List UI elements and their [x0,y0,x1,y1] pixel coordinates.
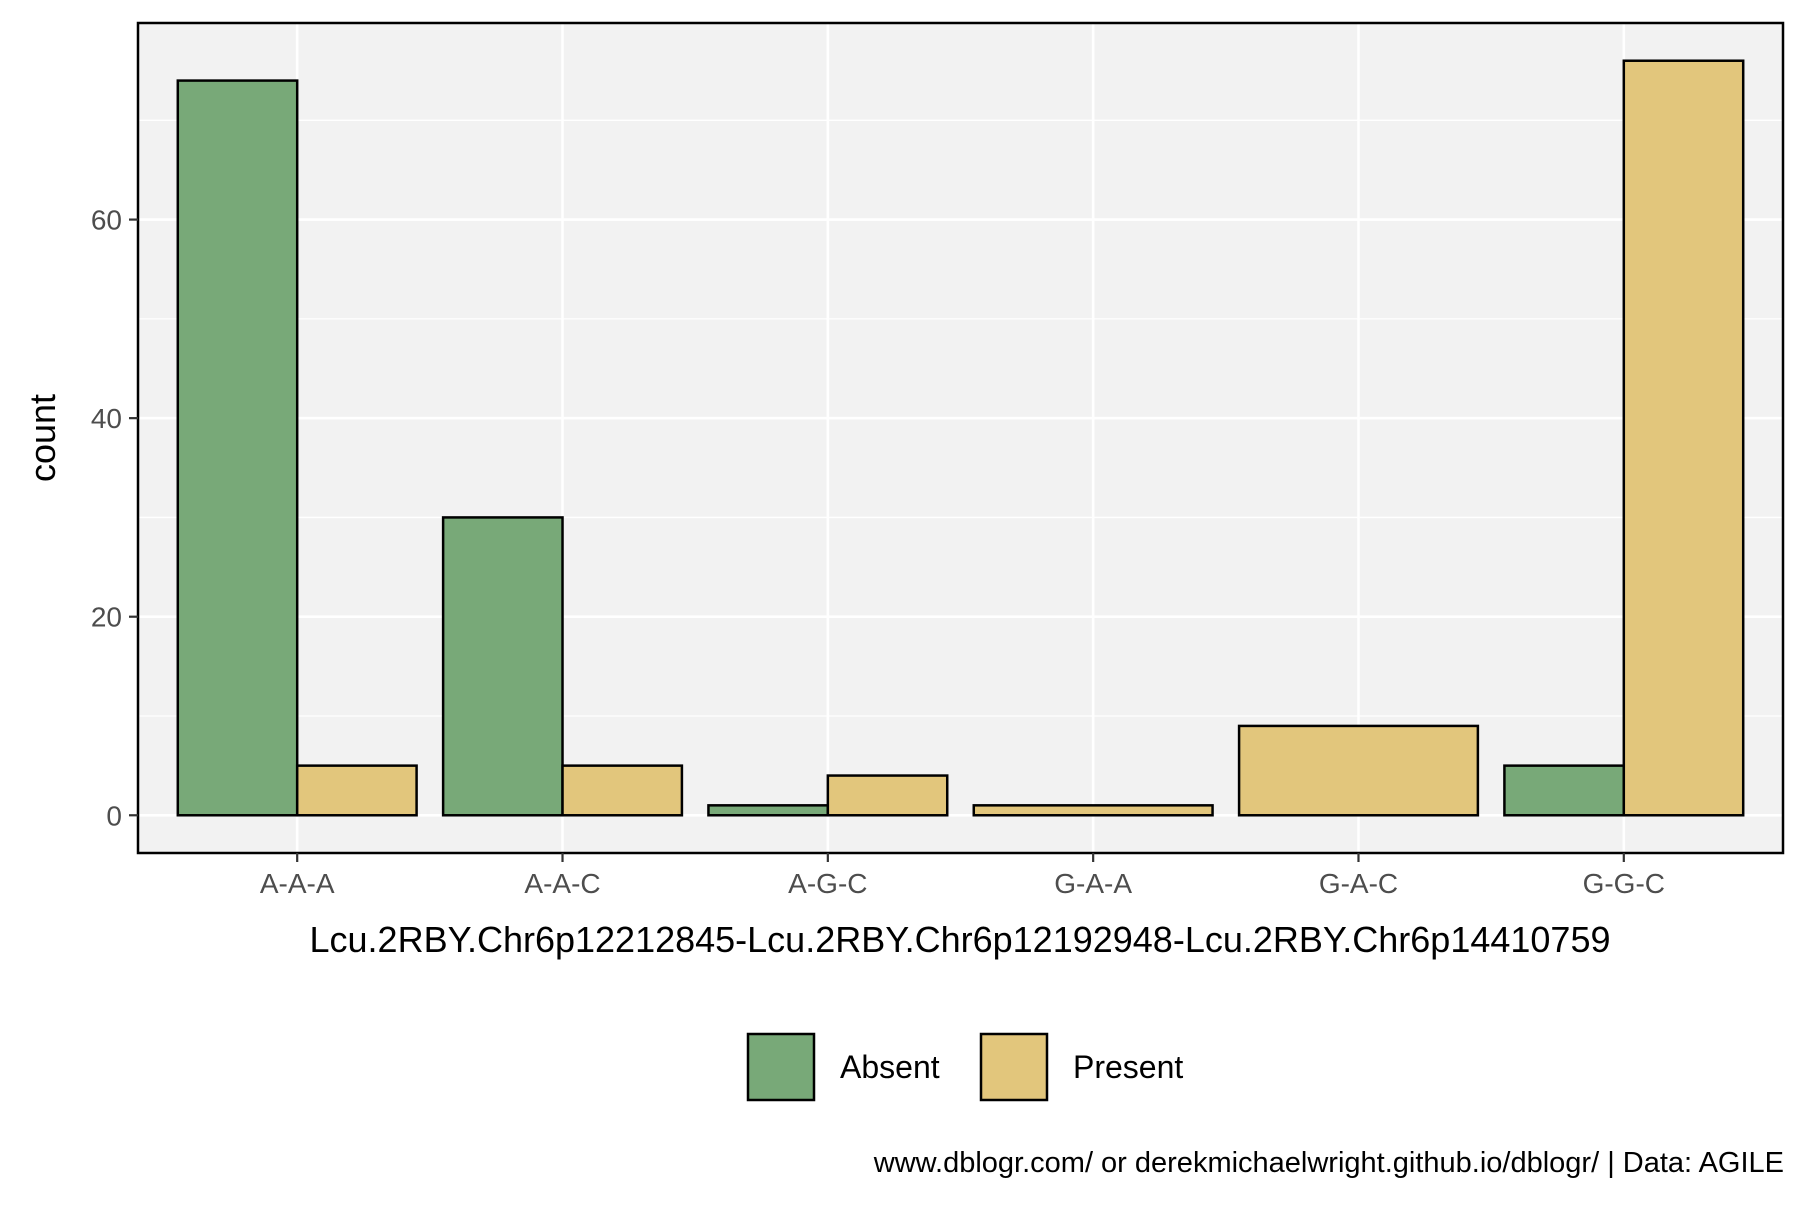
bar-absent-a-a-a [176,79,299,817]
legend: Absent Present [746,1032,1183,1102]
bars [176,59,1745,817]
plot-panel-border [136,21,1785,855]
axes: 0 20 40 60 A-A-A A-A-C A-G-C G-A-A G-A-C G-G-C [91,205,1665,899]
x-axis-title: Lcu.2RBY.Chr6p12212845-Lcu.2RBY.Chr6p121… [310,919,1611,960]
bar-present-g-a-c [1237,724,1480,817]
x-tick-label: A-A-A [260,868,335,899]
bar-absent-a-g-c [707,804,830,817]
bar-present-g-g-c [1622,59,1745,817]
x-tick-label: G-G-C [1583,868,1665,899]
bar-absent-a-a-c [441,516,564,817]
y-axis-title: count [22,394,63,482]
y-tick-label: 0 [106,800,122,831]
legend-key-absent [746,1032,816,1102]
x-tick-label: A-G-C [788,868,867,899]
y-tick-label: 40 [91,403,122,434]
y-tick-label: 60 [91,205,122,236]
bar-present-a-a-a [295,764,418,817]
x-tick-label: G-A-A [1054,868,1132,899]
bar-present-a-g-c [826,774,949,817]
x-tick-label: G-A-C [1319,868,1398,899]
bar-absent-g-g-c [1503,764,1626,817]
y-tick-label: 20 [91,602,122,633]
bar-present-a-a-c [561,764,684,817]
legend-label-present: Present [1073,1049,1183,1085]
caption: www.dblogr.com/ or derekmichaelwright.gi… [873,1147,1784,1179]
legend-label-absent: Absent [840,1049,940,1085]
bar-present-g-a-a [972,804,1214,817]
plot-panel-background [138,23,1783,853]
x-tick-label: A-A-C [524,868,600,899]
legend-key-present [979,1032,1049,1102]
